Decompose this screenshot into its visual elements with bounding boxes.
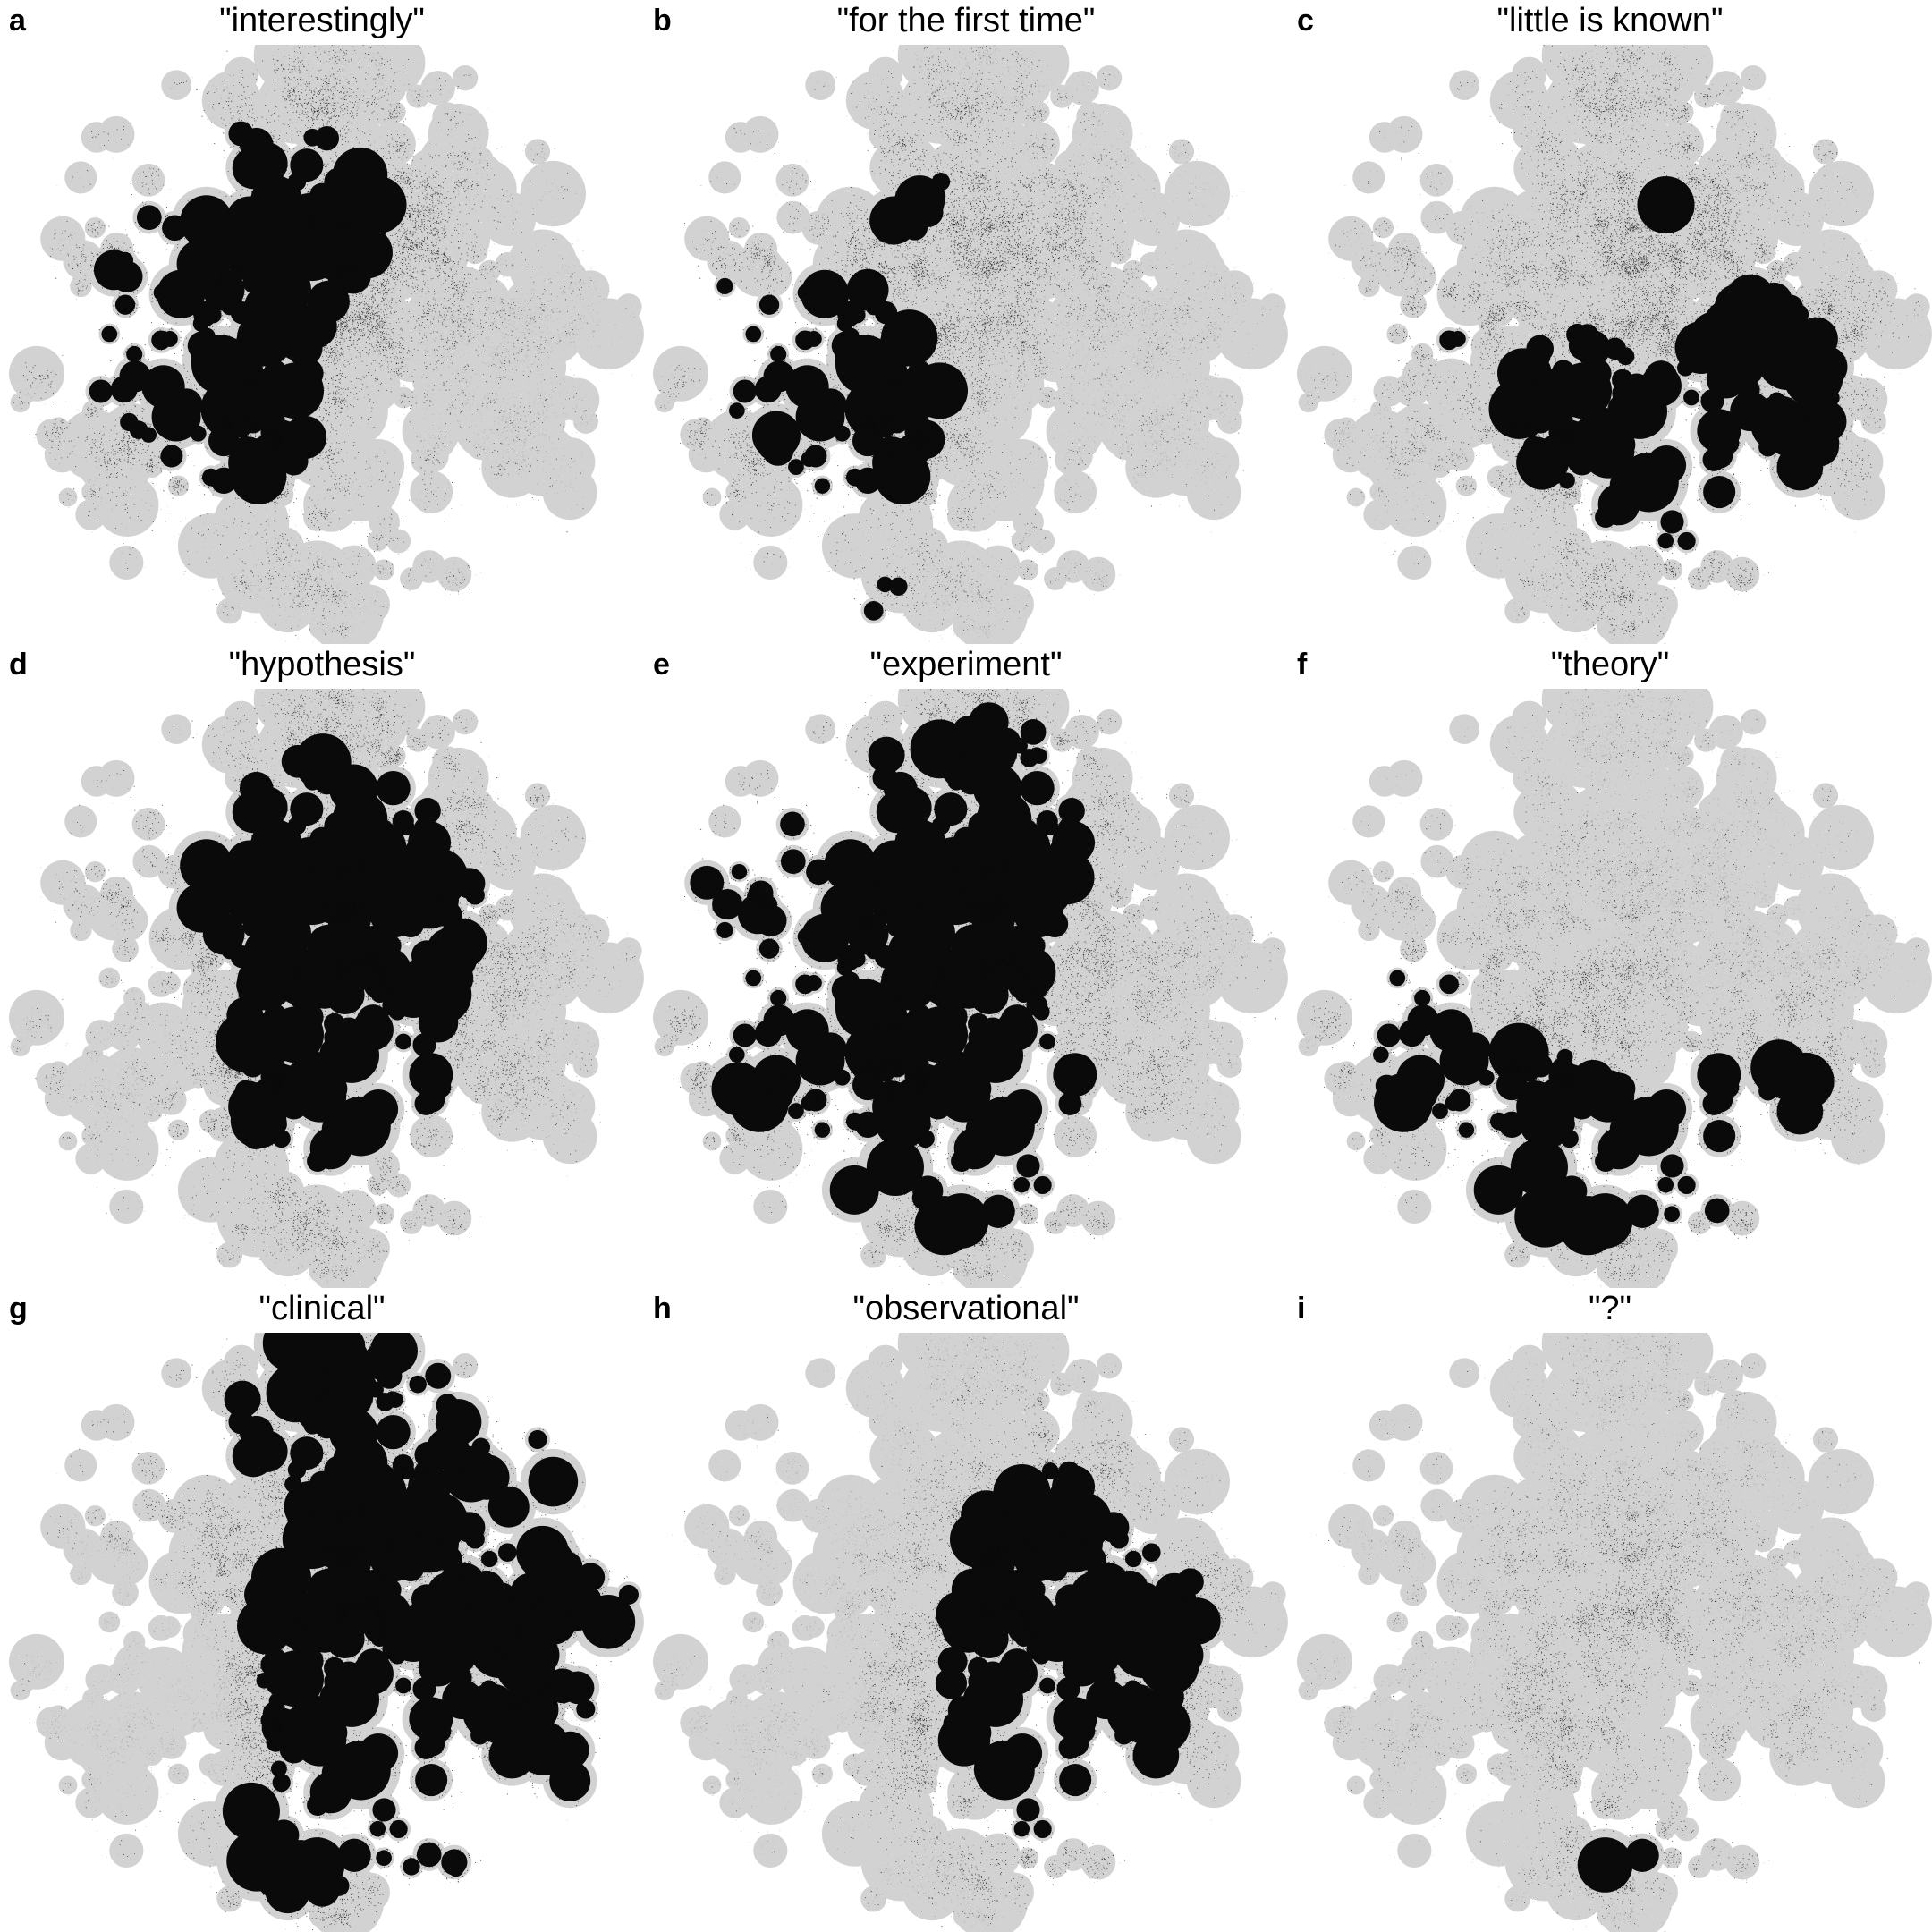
embedding-map-canvas (1288, 689, 1932, 1288)
panel-letter: g (9, 1292, 28, 1326)
panel-letter: b (653, 4, 672, 38)
panel-title: "theory" (1550, 646, 1670, 683)
panel-title: "hypothesis" (228, 646, 416, 683)
panel-title: "for the first time" (836, 2, 1096, 39)
embedding-map-canvas (1288, 1333, 1932, 1932)
panel-e: e "experiment" (644, 644, 1288, 1288)
panel-c: c "little is known" (1288, 0, 1932, 644)
embedding-map-canvas (644, 1333, 1288, 1932)
panel-c-header: c "little is known" (1288, 0, 1932, 45)
panel-title: "observational" (852, 1290, 1080, 1327)
panel-h-header: h "observational" (644, 1288, 1288, 1333)
embedding-map-canvas (644, 45, 1288, 644)
panel-letter: i (1297, 1292, 1306, 1326)
panel-letter: a (9, 4, 26, 38)
panel-title: "interestingly" (219, 2, 425, 39)
panel-letter: e (653, 648, 670, 682)
panel-letter: d (9, 648, 28, 682)
panel-letter: f (1297, 648, 1308, 682)
panel-b: b "for the first time" (644, 0, 1288, 644)
panel-title: "experiment" (869, 646, 1063, 683)
panel-a-header: a "interestingly" (0, 0, 644, 45)
panel-e-header: e "experiment" (644, 644, 1288, 689)
embedding-map-canvas (644, 689, 1288, 1288)
panel-f: f "theory" (1288, 644, 1932, 1288)
panel-i: i "?" (1288, 1288, 1932, 1932)
embedding-map-canvas (0, 689, 644, 1288)
panel-d-header: d "hypothesis" (0, 644, 644, 689)
embedding-map-canvas (0, 1333, 644, 1932)
panel-f-header: f "theory" (1288, 644, 1932, 689)
panel-g: g "clinical" (0, 1288, 644, 1932)
panel-letter: h (653, 1292, 672, 1326)
panel-title: "?" (1588, 1290, 1632, 1327)
panel-h: h "observational" (644, 1288, 1288, 1932)
panel-d: d "hypothesis" (0, 644, 644, 1288)
embedding-map-canvas (1288, 45, 1932, 644)
panel-title: "little is known" (1496, 2, 1724, 39)
panel-g-header: g "clinical" (0, 1288, 644, 1333)
panel-i-header: i "?" (1288, 1288, 1932, 1333)
panel-title: "clinical" (258, 1290, 386, 1327)
panel-b-header: b "for the first time" (644, 0, 1288, 45)
panel-a: a "interestingly" (0, 0, 644, 644)
panel-letter: c (1297, 4, 1314, 38)
embedding-map-canvas (0, 45, 644, 644)
